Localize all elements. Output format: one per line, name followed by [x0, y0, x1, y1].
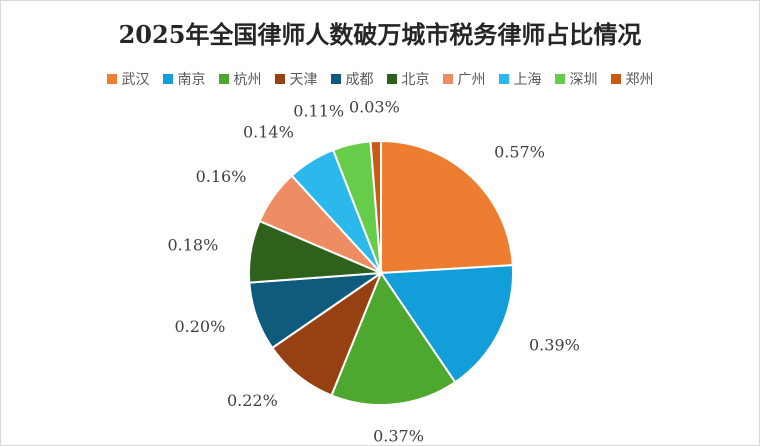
slice-label: 0.11% [293, 102, 344, 121]
pie-slice [380, 139, 514, 275]
legend-label: 郑州 [625, 72, 654, 88]
legend-item: 天津 [274, 69, 318, 89]
slice-label: 0.22% [227, 391, 278, 410]
slice-label: 0.18% [167, 235, 218, 254]
legend-swatch [106, 74, 117, 84]
pie-slice [270, 270, 384, 397]
legend-swatch [274, 74, 285, 84]
legend-label: 深圳 [569, 72, 598, 88]
legend-item: 上海 [498, 69, 542, 89]
legend-swatch [386, 74, 397, 84]
legend-label: 天津 [289, 72, 318, 88]
slice-label: 0.39% [529, 335, 580, 354]
legend-item: 深圳 [554, 69, 598, 89]
legend-item: 郑州 [610, 69, 654, 89]
legend-swatch [330, 74, 341, 84]
chart-legend: 武汉 南京 杭州 天津 成都 北京 广州 上海 深圳 郑州 [1, 69, 759, 89]
legend-swatch [610, 74, 621, 84]
legend-item: 成都 [330, 69, 374, 89]
legend-swatch [162, 74, 173, 84]
slice-label: 0.20% [174, 317, 225, 336]
legend-item: 广州 [442, 69, 486, 89]
legend-label: 南京 [177, 72, 206, 88]
slice-label: 0.03% [349, 98, 400, 117]
legend-swatch [442, 74, 453, 84]
legend-label: 成都 [345, 72, 374, 88]
legend-label: 杭州 [233, 72, 262, 88]
legend-label: 上海 [513, 72, 542, 88]
legend-item: 武汉 [106, 69, 150, 89]
legend-swatch [218, 74, 229, 84]
legend-swatch [554, 74, 565, 84]
slice-label: 0.16% [196, 167, 247, 186]
legend-label: 广州 [457, 72, 486, 88]
pie-slice [330, 270, 457, 406]
legend-label: 武汉 [121, 72, 150, 88]
slice-label: 0.14% [243, 122, 294, 141]
legend-item: 北京 [386, 69, 430, 89]
pie-slice [369, 139, 382, 274]
slice-label: 0.37% [373, 427, 424, 445]
pie-slice [379, 264, 514, 384]
legend-item: 杭州 [218, 69, 262, 89]
legend-item: 南京 [162, 69, 206, 89]
legend-label: 北京 [401, 72, 430, 88]
chart-title: 2025年全国律师人数破万城市税务律师占比情况 [118, 20, 642, 49]
slice-label: 0.57% [494, 142, 545, 161]
legend-swatch [498, 74, 509, 84]
